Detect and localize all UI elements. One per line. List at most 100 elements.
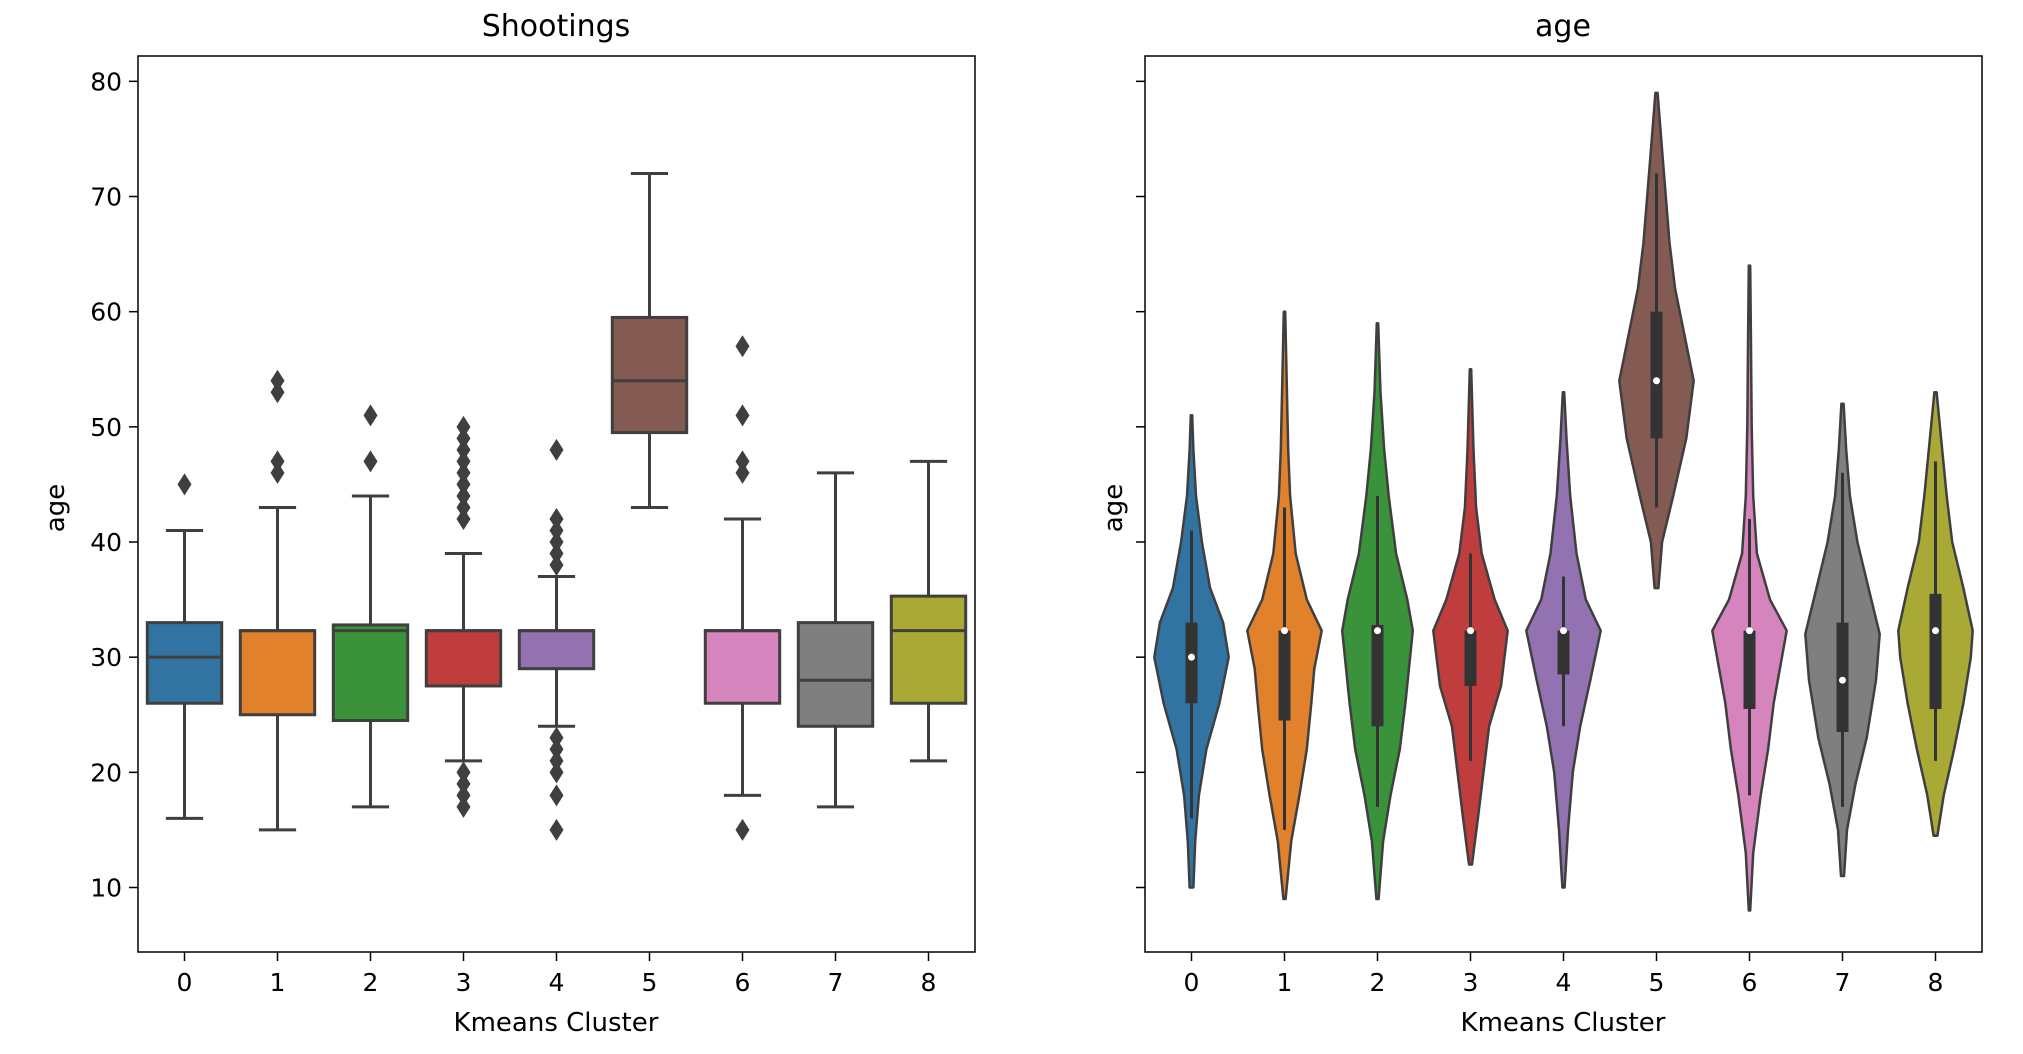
box-outlier-point: [735, 335, 750, 358]
y-tick-label: 40: [90, 528, 122, 557]
boxplot-frame: [137, 55, 976, 953]
x-tick-label: 7: [1835, 968, 1851, 997]
box-outlier-point: [735, 404, 750, 427]
y-tick-label: 70: [90, 183, 122, 212]
box-outlier-point: [735, 450, 750, 473]
box-body: [238, 629, 317, 717]
x-tick-label: 2: [363, 968, 379, 997]
violin-y-axis-label: age: [1099, 484, 1129, 532]
x-tick-label: 3: [456, 968, 472, 997]
y-tick-label: 50: [90, 413, 122, 442]
box-outlier-point: [456, 427, 471, 450]
x-tick-label: 0: [1184, 968, 1200, 997]
violin-iqr-box: [1650, 311, 1663, 439]
violin-iqr-box: [1185, 622, 1198, 704]
x-tick-label: 5: [1649, 968, 1665, 997]
boxplot-title: Shootings: [482, 9, 631, 44]
box-outlier-point: [549, 438, 564, 461]
x-tick-label: 2: [1370, 968, 1386, 997]
box-outlier-point: [456, 438, 471, 461]
y-tick-label: 30: [90, 643, 122, 672]
box-outlier-point: [456, 450, 471, 473]
violin-median-point: [1188, 653, 1195, 661]
violin-x-ticks: 0 1 2 3 4 5 6 7 8: [1184, 952, 1944, 997]
x-tick-label: 0: [177, 968, 193, 997]
violin-median-point: [1560, 627, 1567, 635]
boxplot-marks: [145, 171, 968, 841]
violin-median-point: [1746, 627, 1753, 635]
x-tick-label: 6: [1742, 968, 1758, 997]
violin-iqr-box: [1278, 630, 1291, 721]
box-outlier-point: [456, 496, 471, 519]
box-outlier-point: [456, 461, 471, 484]
boxplot-y-axis-label: age: [41, 484, 71, 532]
box-outlier-point: [456, 507, 471, 530]
violin-median-point: [1281, 627, 1288, 635]
box-body: [703, 629, 782, 705]
box-outlier-point: [549, 784, 564, 807]
box-outlier-point: [456, 761, 471, 784]
box-outlier-point: [456, 784, 471, 807]
x-tick-label: 8: [1928, 968, 1944, 997]
box-outlier-point: [270, 461, 285, 484]
box-outlier-point: [363, 404, 378, 427]
box-body: [796, 621, 875, 728]
violin-y-ticks: [1136, 80, 1145, 889]
x-tick-label: 4: [1556, 968, 1572, 997]
box-outlier-point: [735, 818, 750, 841]
box-outlier-point: [549, 738, 564, 761]
box-outlier-point: [549, 726, 564, 749]
box-body: [610, 315, 689, 435]
violin-iqr-box: [1557, 630, 1570, 675]
x-tick-label: 8: [921, 968, 937, 997]
box-outlier-point: [549, 531, 564, 554]
box-outlier-point: [549, 554, 564, 577]
box-outlier-point: [270, 369, 285, 392]
violin-iqr-box: [1371, 624, 1384, 727]
box-outlier-point: [549, 818, 564, 841]
violin-title: age: [1535, 9, 1591, 44]
x-tick-label: 1: [1277, 968, 1293, 997]
violin-median-point: [1467, 627, 1474, 635]
box-outlier-point: [456, 415, 471, 438]
y-tick-label: 60: [90, 298, 122, 327]
violin-iqr-box: [1464, 630, 1477, 686]
box-outlier-point: [456, 473, 471, 496]
box-outlier-point: [549, 749, 564, 772]
y-tick-label: 10: [90, 874, 122, 903]
box-body: [889, 594, 968, 705]
violin-median-point: [1374, 627, 1381, 635]
x-tick-label: 6: [735, 968, 751, 997]
violin-marks: [1153, 91, 1974, 912]
violin-median-point: [1653, 377, 1660, 385]
violin-iqr-box: [1929, 593, 1942, 709]
boxplot-y-ticks: 10 20 30 40 50 60 70 80: [90, 67, 138, 903]
y-tick-label: 20: [90, 758, 122, 787]
violin-iqr-box: [1743, 630, 1756, 709]
boxplot-x-axis-label: Kmeans Cluster: [454, 1008, 659, 1038]
y-tick-label: 80: [90, 67, 122, 96]
x-tick-label: 7: [828, 968, 844, 997]
box-body: [517, 629, 596, 671]
violin-panel: age 0 1 2 3 4 5 6 7 8 Kmeans Cluster age: [1099, 9, 1983, 1038]
box-body: [331, 623, 410, 723]
x-tick-label: 1: [270, 968, 286, 997]
box-outlier-point: [270, 381, 285, 404]
box-outlier-point: [363, 450, 378, 473]
box-outlier-point: [549, 519, 564, 542]
box-outlier-point: [549, 761, 564, 784]
box-outlier-point: [270, 450, 285, 473]
x-tick-label: 3: [1463, 968, 1479, 997]
box-outlier-point: [456, 772, 471, 795]
violin-median-point: [1932, 627, 1939, 635]
box-outlier-point: [177, 473, 192, 496]
box-outlier-point: [549, 542, 564, 565]
x-tick-label: 4: [549, 968, 565, 997]
violin-median-point: [1839, 676, 1846, 684]
box-outlier-point: [456, 484, 471, 507]
x-tick-label: 5: [642, 968, 658, 997]
violin-x-axis-label: Kmeans Cluster: [1461, 1008, 1666, 1038]
box-body: [145, 621, 224, 705]
box-outlier-point: [549, 507, 564, 530]
